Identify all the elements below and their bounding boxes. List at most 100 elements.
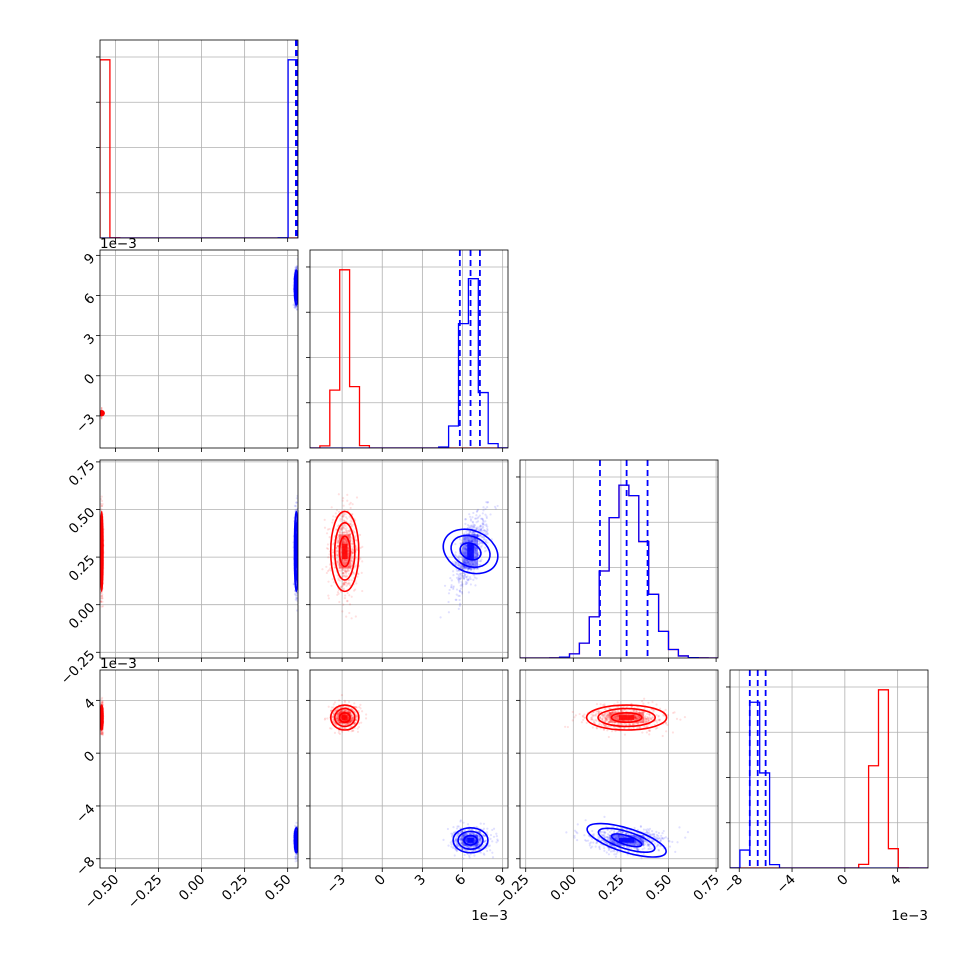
scatter-point [100, 0, 102, 1]
scatter-point [100, 504, 104, 507]
scatter-point [101, 0, 103, 1]
scatter-point [101, 0, 103, 1]
scatter-point [101, 0, 103, 1]
scatter-point [100, 0, 102, 1]
scatter-point [100, 0, 102, 1]
scatter-point [294, 266, 297, 269]
scatter-point [100, 0, 102, 1]
scatter-point [480, 558, 483, 561]
scatter-point [450, 583, 453, 587]
scatter-point [344, 572, 348, 575]
scatter-point [99, 0, 101, 1]
scatter-point [460, 556, 464, 560]
scatter-point [463, 567, 466, 570]
scatter-point [101, 0, 103, 1]
scatter-point [100, 505, 103, 508]
scatter-point [101, 0, 103, 1]
scatter-point [481, 522, 485, 526]
scatter-point [459, 572, 462, 575]
scatter-point [101, 0, 103, 1]
y-tick-label: 9 [81, 250, 98, 267]
scatter-point [101, 0, 103, 1]
scatter-point [469, 515, 472, 518]
scatter-point [100, 595, 103, 598]
scatter-point [100, 0, 102, 1]
scatter-point [350, 520, 353, 523]
scatter-point [101, 0, 103, 1]
scatter-point [101, 0, 103, 1]
scatter-point [338, 563, 341, 566]
scatter-point [101, 0, 103, 1]
scatter-point [101, 0, 103, 1]
scatter-point [470, 540, 473, 543]
scatter-point [351, 557, 355, 560]
scatter-point [101, 0, 103, 1]
scatter-point [100, 0, 102, 1]
scatter-point [99, 0, 101, 1]
scatter-point [354, 615, 357, 618]
scatter-point [481, 517, 484, 521]
scatter-point [355, 564, 358, 567]
scatter-point [463, 550, 467, 554]
scatter-point [345, 570, 349, 573]
scatter-point [101, 0, 103, 1]
scatter-point [474, 549, 477, 552]
scatter-point [101, 0, 103, 1]
scatter-point [465, 566, 468, 569]
scatter-point [346, 517, 349, 520]
scatter-point [100, 0, 102, 1]
scatter-point [101, 0, 103, 1]
scatter-point [101, 0, 103, 1]
scatter-point [477, 567, 480, 570]
scatter-point [100, 0, 102, 1]
scatter-point [477, 564, 480, 567]
scatter-point [475, 517, 478, 520]
scatter-point [471, 540, 474, 543]
scatter-point [464, 548, 467, 551]
scatter-point [342, 537, 346, 540]
scatter-point [100, 0, 102, 1]
scatter-point [100, 0, 102, 1]
scatter-point [296, 494, 298, 498]
scatter-point [101, 0, 103, 1]
scatter-point [479, 529, 483, 532]
scatter-point [102, 0, 104, 1]
scatter-point [343, 583, 346, 586]
scatter-point [346, 499, 349, 502]
scatter-point [485, 524, 488, 527]
scatter-point [101, 0, 103, 1]
scatter-point [476, 539, 479, 542]
scatter-point [100, 0, 102, 1]
scatter-point [345, 558, 348, 561]
scatter-point [101, 0, 103, 1]
scatter-point [100, 0, 102, 1]
scatter-point [101, 593, 104, 596]
scatter-point [463, 547, 467, 550]
scatter-point [461, 541, 464, 544]
scatter-point [347, 530, 351, 533]
scatter-point [101, 0, 103, 1]
scatter-point [101, 0, 103, 1]
scatter-point [101, 0, 103, 1]
scatter-point [100, 0, 102, 1]
scatter-point [459, 584, 462, 587]
scatter-point [100, 0, 102, 1]
scatter-point [101, 0, 103, 1]
scatter-point [100, 0, 102, 1]
scatter-point [100, 0, 102, 1]
scatter-point [350, 556, 353, 559]
scatter-point [469, 519, 473, 522]
scatter-point [101, 605, 105, 608]
scatter-point [476, 509, 479, 513]
scatter-point [454, 551, 457, 554]
scatter-point [101, 0, 103, 1]
scatter-point [465, 562, 468, 565]
scatter-point [459, 542, 462, 545]
scatter-point [339, 517, 342, 521]
scatter-point [336, 525, 340, 528]
scatter-point [341, 571, 344, 575]
scatter-point [293, 306, 296, 309]
scatter-point [100, 0, 102, 1]
scatter-point [100, 0, 102, 1]
scatter-point [350, 595, 353, 598]
